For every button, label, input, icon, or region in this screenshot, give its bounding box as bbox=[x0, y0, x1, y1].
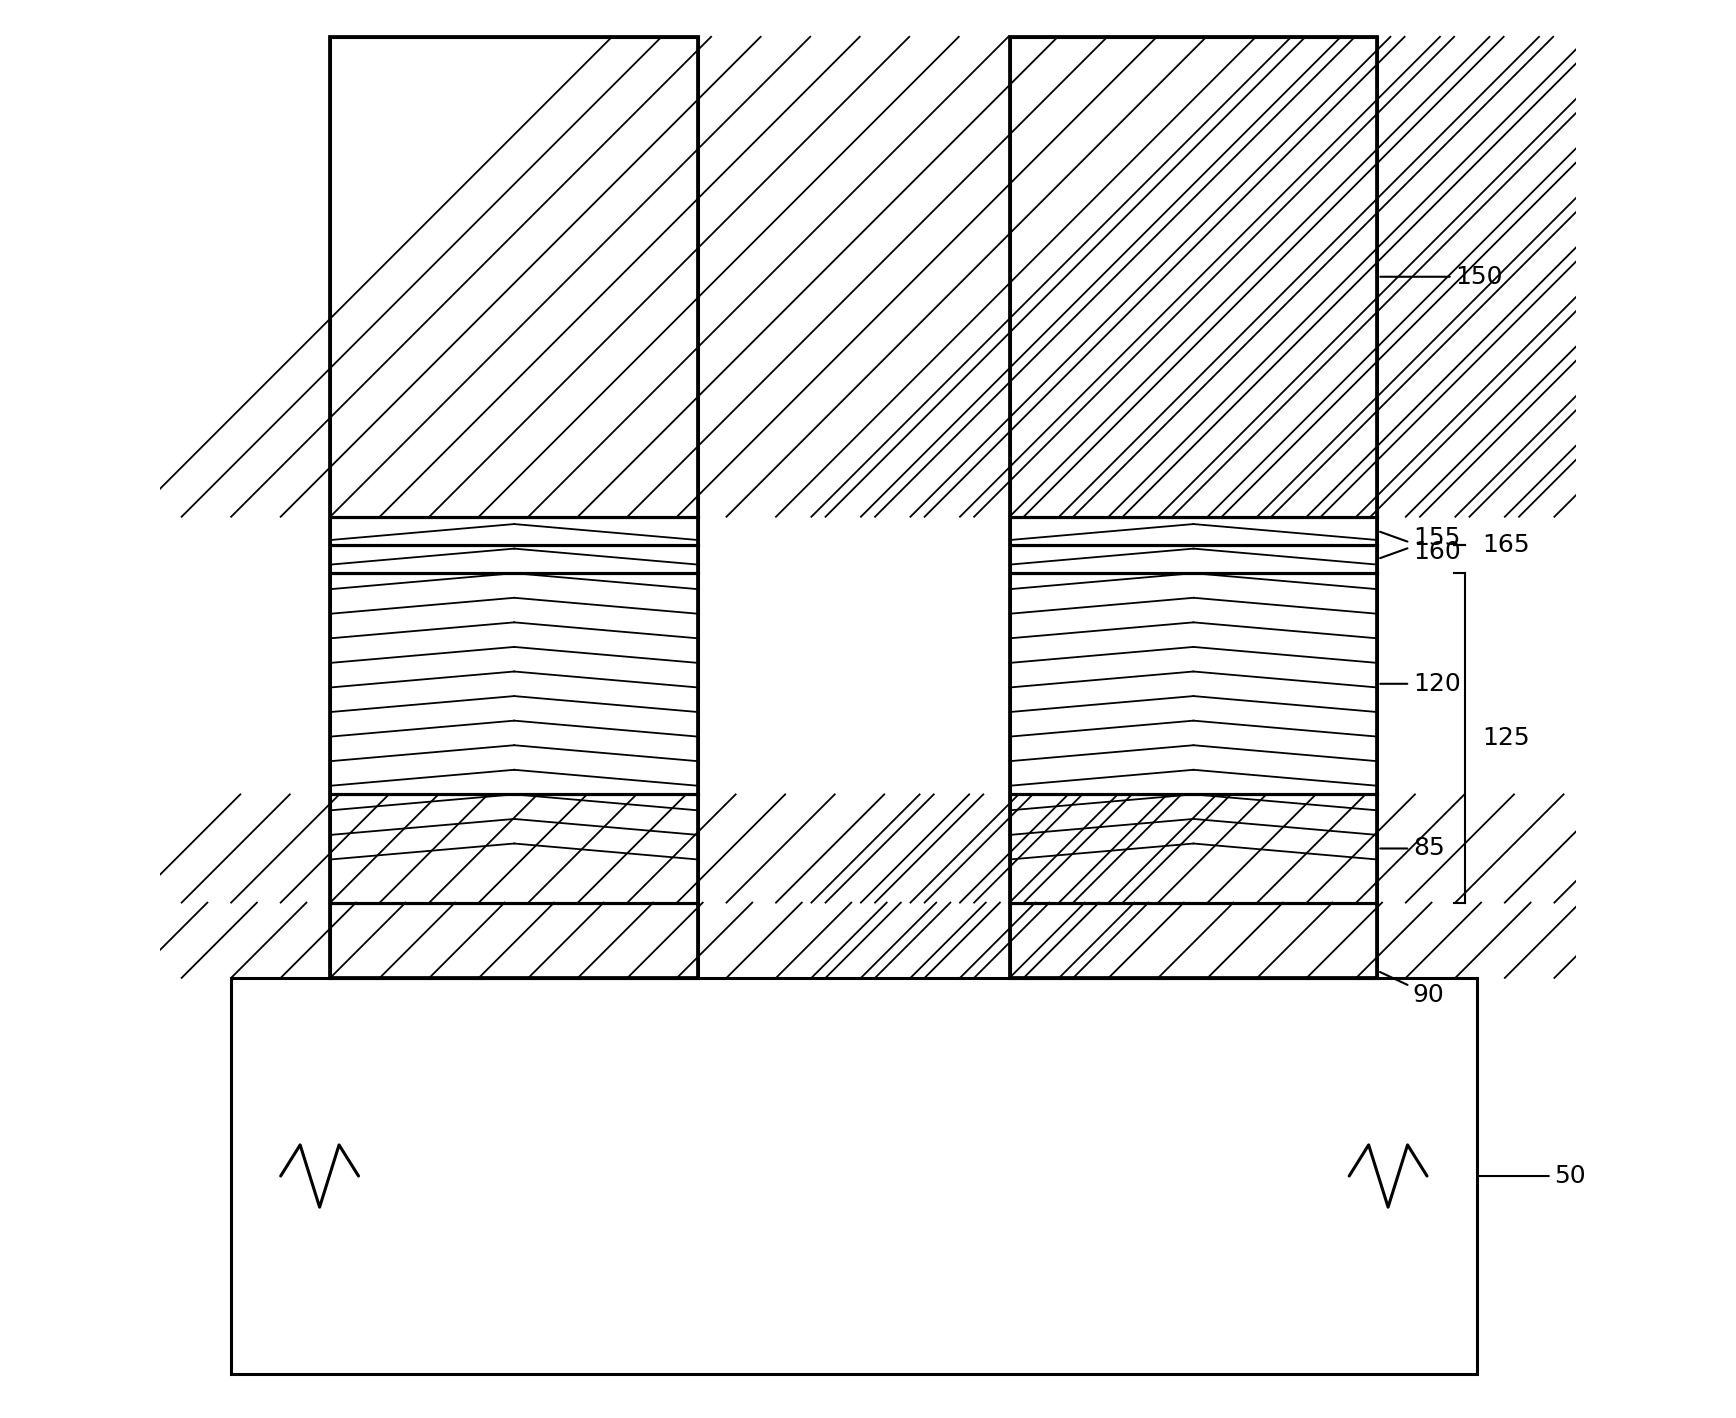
Bar bbox=[330, 545, 698, 573]
Bar bbox=[1010, 794, 1377, 903]
Text: 90: 90 bbox=[1380, 971, 1444, 1007]
Bar bbox=[1010, 573, 1377, 794]
Bar bbox=[1010, 903, 1377, 978]
Text: 165: 165 bbox=[1483, 533, 1529, 557]
Text: 85: 85 bbox=[1380, 837, 1444, 861]
Bar bbox=[330, 516, 698, 545]
Bar bbox=[1010, 37, 1377, 978]
Bar bbox=[330, 794, 698, 903]
Bar bbox=[330, 573, 698, 794]
Text: 150: 150 bbox=[1380, 265, 1503, 289]
Bar bbox=[1010, 516, 1377, 545]
Text: 50: 50 bbox=[1479, 1164, 1587, 1188]
Bar bbox=[1010, 794, 1377, 903]
Bar bbox=[1010, 573, 1377, 794]
Bar bbox=[330, 903, 698, 978]
Bar bbox=[330, 37, 698, 978]
Bar bbox=[330, 903, 698, 978]
Bar bbox=[1010, 545, 1377, 573]
Bar bbox=[231, 978, 1477, 1374]
Text: 120: 120 bbox=[1380, 672, 1460, 696]
Bar bbox=[1010, 37, 1377, 516]
Text: 160: 160 bbox=[1380, 532, 1460, 564]
Text: 155: 155 bbox=[1380, 526, 1460, 559]
Bar bbox=[330, 794, 698, 903]
Bar bbox=[330, 37, 698, 516]
Bar bbox=[330, 37, 698, 516]
Bar bbox=[1010, 903, 1377, 978]
Bar bbox=[1010, 37, 1377, 516]
Text: 125: 125 bbox=[1483, 726, 1529, 750]
Bar bbox=[330, 573, 698, 794]
